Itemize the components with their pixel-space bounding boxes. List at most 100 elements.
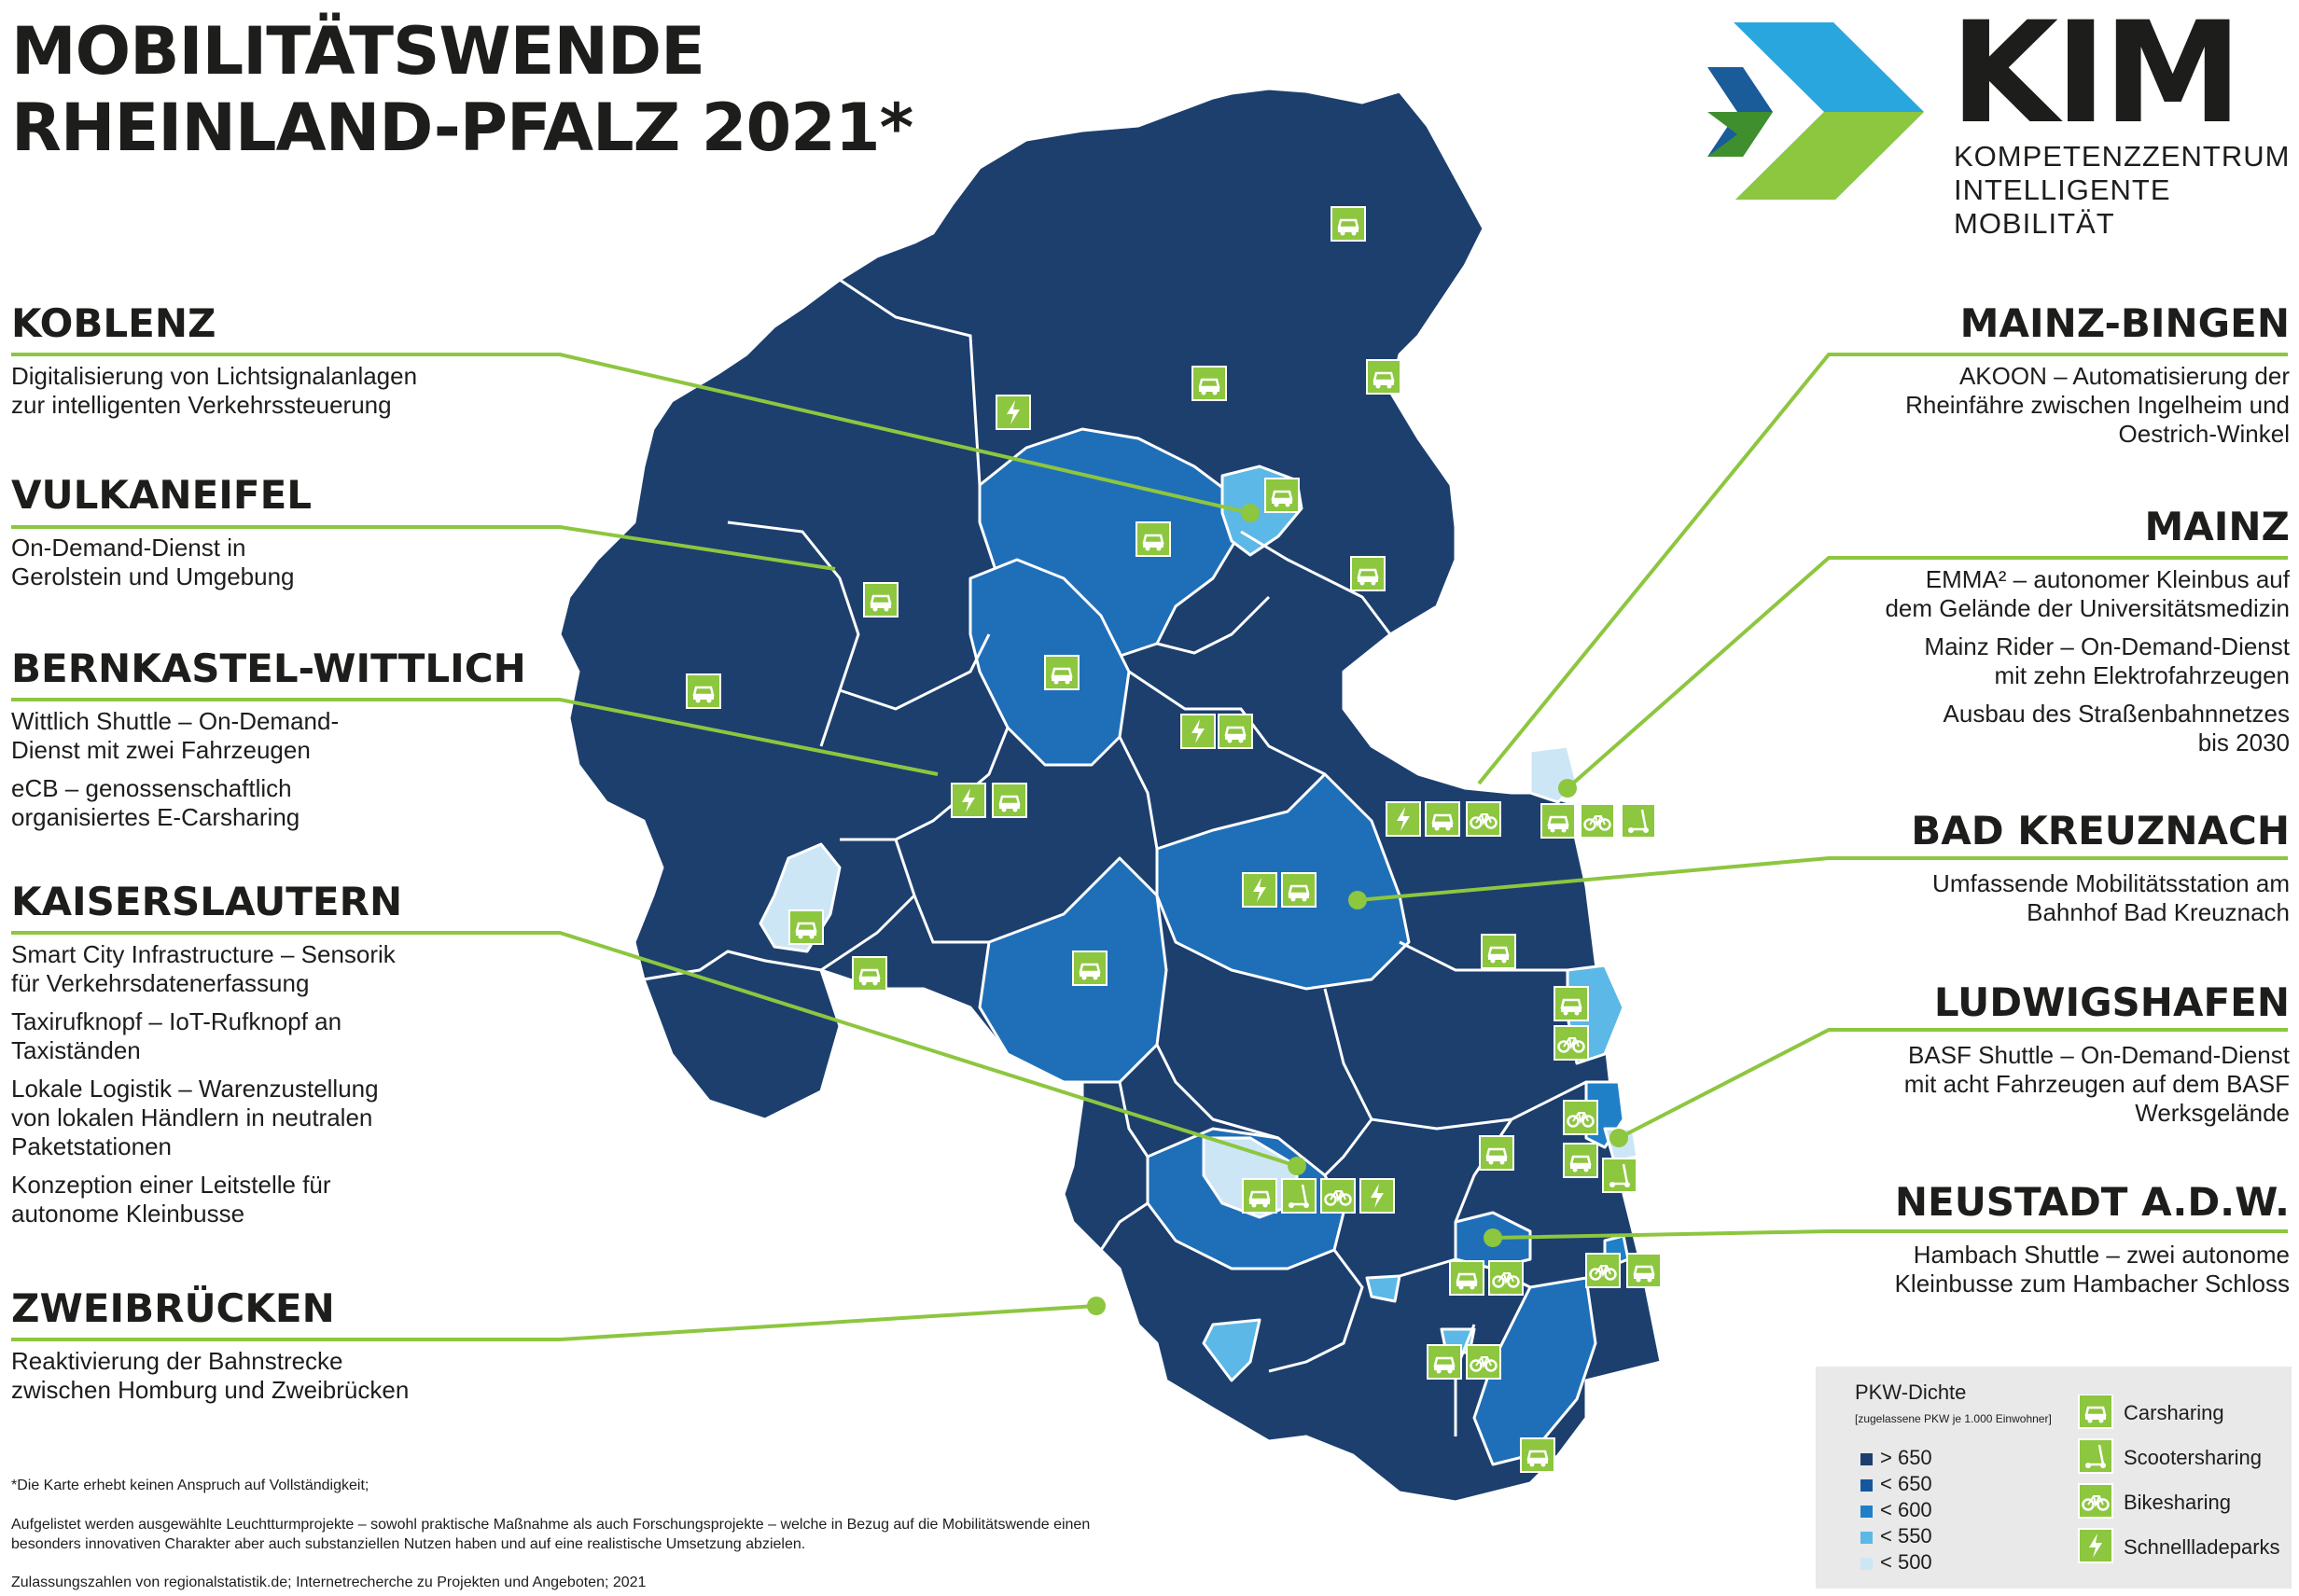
map-bike-icon — [1319, 1177, 1357, 1214]
section-line: Smart City Infrastructure – Sensorik — [11, 940, 396, 968]
scooter-icon — [2077, 1437, 2114, 1475]
map-bike-icon — [1579, 802, 1616, 840]
section-mainz: MAINZ EMMA² – autonomer Kleinbus auf dem… — [1804, 504, 2290, 757]
section-line: Kleinbusse zum Hambacher Schloss — [1894, 1270, 2290, 1298]
legend-swatch — [1860, 1557, 1873, 1570]
section-line: Wittlich Shuttle – On-Demand- — [11, 707, 340, 735]
map-bike-icon — [1553, 1024, 1590, 1062]
section-line: von lokalen Händlern in neutralen — [11, 1103, 373, 1131]
section-line: Reaktivierung der Bahnstrecke — [11, 1347, 343, 1375]
map-car-icon — [1280, 871, 1317, 909]
legend-swatch — [1860, 1531, 1873, 1544]
legend-swatch — [1860, 1505, 1873, 1518]
legend-swatch — [1860, 1478, 1873, 1492]
map-car-icon — [1135, 520, 1172, 558]
callout-kaiserslautern — [11, 931, 1298, 1168]
map-car-icon — [1424, 800, 1461, 838]
map-car-icon — [1519, 1436, 1556, 1474]
map-car-icon — [1263, 477, 1301, 514]
map-bike-icon — [1465, 800, 1502, 838]
section-line: AKOON – Automatisierung der — [1958, 362, 2290, 390]
section-bernkastel-wittlich: BERNKASTEL-WITTLICH Wittlich Shuttle – O… — [11, 645, 590, 832]
section-line: Umfassende Mobilitätsstation am — [1932, 869, 2290, 897]
dot-mainz — [1558, 779, 1577, 798]
map-charging-icon — [996, 395, 1031, 430]
section-bad-kreuznach: BAD KREUZNACH Umfassende Mobilitätsstati… — [1804, 808, 2290, 927]
map-car-icon — [1478, 1134, 1515, 1172]
section-line: Dienst mit zwei Fahrzeugen — [11, 736, 311, 764]
callout-vulkaneifel — [11, 525, 836, 571]
map-car-icon — [1217, 713, 1254, 750]
footnote-2: Aufgelistet werden ausgewählte Leuchttur… — [11, 1517, 1091, 1552]
section-title: KAISERSLAUTERN — [11, 879, 403, 924]
section-line: zwischen Homburg und Zweibrücken — [11, 1376, 410, 1404]
page-title: MOBILITÄTSWENDE RHEINLAND-PFALZ 2021* — [11, 13, 913, 166]
section-line: Mainz Rider – On-Demand-Dienst — [1924, 632, 2290, 660]
legend-density-row: > 650 — [1860, 1446, 1932, 1470]
callout-lines — [11, 353, 2288, 1341]
section-kaiserslautern: KAISERSLAUTERN Smart City Infrastructure… — [11, 879, 590, 1228]
map-car-icon — [1448, 1259, 1485, 1297]
section-line: Gerolstein und Umgebung — [11, 562, 295, 590]
map-car-icon — [1191, 365, 1228, 402]
callout-zweibruecken — [11, 1304, 1097, 1341]
map-charging-icon — [951, 783, 986, 818]
map-car-icon — [1540, 802, 1577, 840]
brand-sub-line-1: KOMPETENZZENTRUM — [1954, 140, 2291, 173]
district-zweibruecken — [1202, 1318, 1261, 1382]
section-line: EMMA² – autonomer Kleinbus auf — [1925, 565, 2290, 593]
legend-icons — [2077, 1395, 2114, 1563]
dot-koblenz — [1241, 504, 1260, 522]
map-car-icon — [1365, 358, 1402, 396]
map-bike-icon — [1584, 1252, 1622, 1289]
dot-ludwigshafen — [1609, 1129, 1628, 1147]
map-bike-icon — [1487, 1259, 1525, 1297]
section-title: MAINZ-BINGEN — [1959, 300, 2290, 346]
brand-sub-line-2: INTELLIGENTE MOBILITÄT — [1954, 173, 2171, 240]
section-line: für Verkehrsdatenerfassung — [11, 969, 310, 997]
dot-kaiserslautern — [1288, 1157, 1306, 1175]
charging-icon — [2078, 1528, 2113, 1563]
section-title: ZWEIBRÜCKEN — [11, 1285, 335, 1331]
map-car-icon — [1071, 950, 1108, 987]
section-title: LUDWIGSHAFEN — [1933, 979, 2290, 1025]
legend-density-label: < 500 — [1880, 1550, 1932, 1574]
section-title: NEUSTADT A.D.W. — [1894, 1179, 2290, 1225]
section-line: bis 2030 — [2197, 729, 2290, 756]
section-line: Digitalisierung von Lichtsignalanlagen — [11, 362, 418, 390]
section-line: eCB – genossenschaftlich — [11, 774, 292, 802]
section-title: VULKANEIFEL — [11, 472, 313, 518]
section-line: mit acht Fahrzeugen auf dem BASF — [1903, 1070, 2290, 1098]
section-line: autonome Kleinbusse — [11, 1200, 245, 1228]
section-line: Paketstationen — [11, 1132, 173, 1160]
map-car-icon — [1426, 1343, 1463, 1381]
legend-density-label: < 600 — [1880, 1498, 1932, 1521]
section-line: mit zehn Elektrofahrzeugen — [1994, 661, 2290, 689]
legend-carsharing-label: Carsharing — [2124, 1401, 2224, 1424]
map-scooter-icon — [1280, 1177, 1317, 1214]
map-charging-icon — [1386, 801, 1421, 837]
callout-bad-kreuznach — [1357, 856, 2288, 902]
legend — [1816, 1367, 2292, 1589]
legend-density-label: < 550 — [1880, 1524, 1932, 1547]
car-icon — [2077, 1395, 2114, 1430]
section-line: Konzeption einer Leitstelle für — [11, 1171, 331, 1199]
legend-subtitle: [zugelassene PKW je 1.000 Einwohner] — [1855, 1412, 2052, 1425]
map-bike-icon — [1562, 1099, 1599, 1136]
callout-ludwigshafen — [1618, 1028, 2288, 1140]
callout-bernkastel — [11, 698, 939, 776]
bike-icon — [2077, 1482, 2114, 1520]
section-line: organisiertes E-Carsharing — [11, 803, 300, 831]
section-koblenz: KOBLENZ Digitalisierung von Lichtsignala… — [11, 300, 590, 420]
legend-charging-label: Schnellladeparks — [2124, 1535, 2280, 1559]
callout-koblenz — [11, 353, 1251, 515]
map-scooter-icon — [1601, 1157, 1638, 1194]
district-landau — [1365, 1274, 1401, 1303]
legend-bikesharing-label: Bikesharing — [2124, 1491, 2231, 1514]
brand-name: KIM — [1950, 0, 2242, 155]
footnote-1: *Die Karte erhebt keinen Anspruch auf Vo… — [11, 1478, 369, 1493]
legend-swatch — [1860, 1452, 1873, 1465]
map-car-icon — [685, 673, 722, 710]
map-car-icon — [1349, 555, 1386, 592]
